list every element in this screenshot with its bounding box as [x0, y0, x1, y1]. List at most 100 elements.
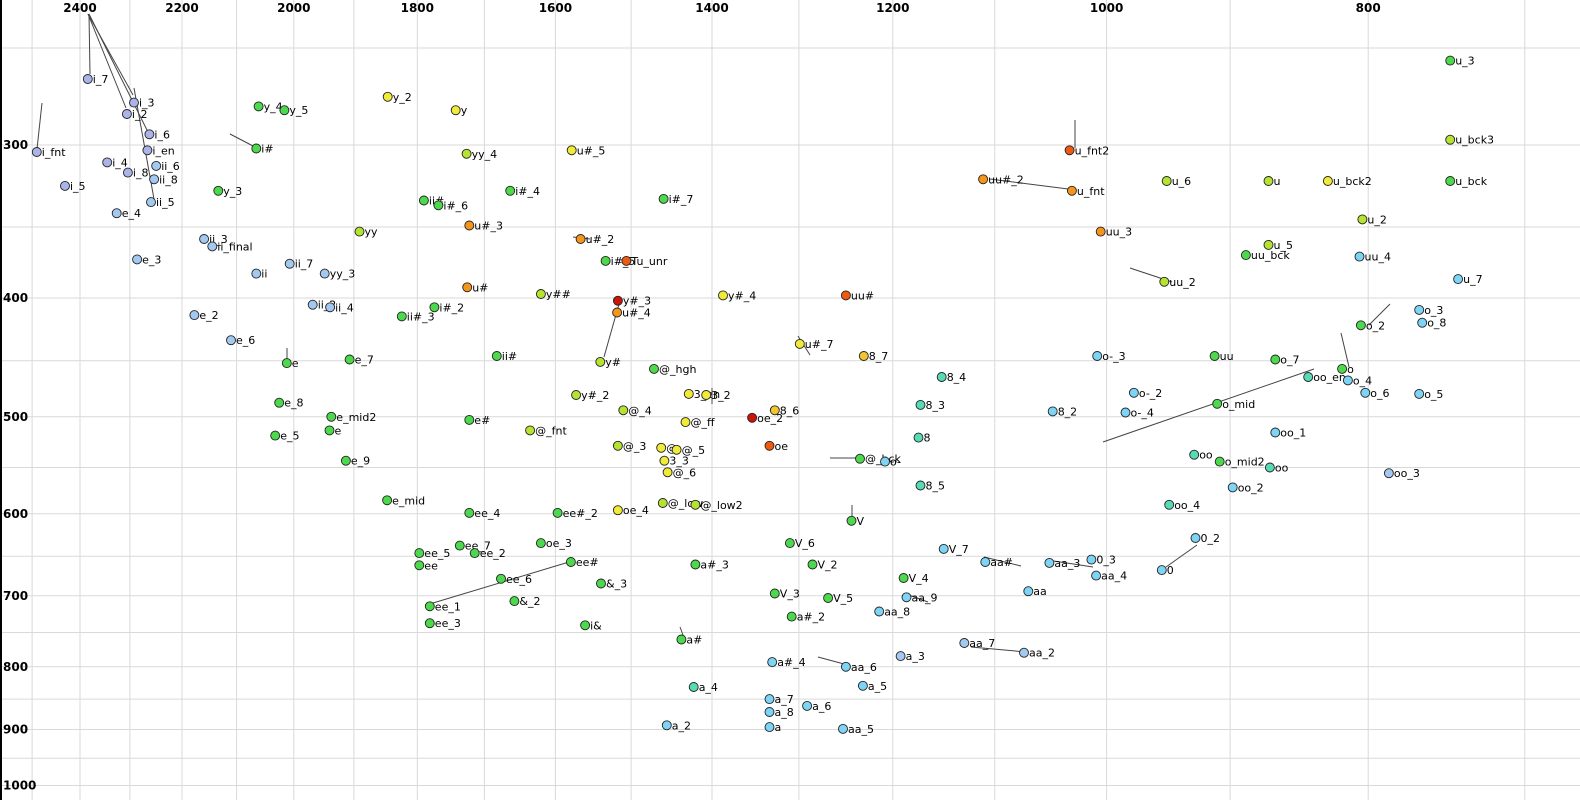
data-point[interactable] — [621, 255, 632, 266]
data-point[interactable] — [319, 268, 330, 279]
data-point[interactable] — [874, 606, 885, 617]
data-point[interactable] — [1086, 554, 1097, 565]
data-point[interactable] — [794, 338, 805, 349]
data-point[interactable] — [840, 290, 851, 301]
data-point[interactable] — [612, 295, 623, 306]
data-point[interactable] — [612, 307, 623, 318]
data-point[interactable] — [1019, 647, 1029, 658]
data-point[interactable] — [1270, 354, 1281, 365]
data-point[interactable] — [270, 430, 281, 441]
data-point[interactable] — [464, 220, 475, 231]
data-point[interactable] — [340, 455, 351, 466]
data-point[interactable] — [1240, 250, 1251, 261]
data-point[interactable] — [1414, 304, 1425, 315]
data-point[interactable] — [121, 109, 132, 119]
data-point[interactable] — [595, 356, 606, 367]
data-point[interactable] — [253, 101, 264, 112]
data-point[interactable] — [1190, 533, 1201, 543]
data-point[interactable] — [1047, 406, 1058, 417]
data-point[interactable] — [747, 412, 758, 423]
data-point[interactable] — [855, 453, 865, 464]
data-point[interactable] — [1023, 586, 1034, 597]
data-point[interactable] — [1064, 145, 1075, 156]
data-point[interactable] — [895, 651, 906, 662]
data-point[interactable] — [226, 335, 236, 346]
data-point[interactable] — [496, 573, 506, 584]
data-point[interactable] — [1095, 226, 1106, 237]
data-point[interactable] — [690, 499, 701, 510]
data-point[interactable] — [662, 467, 673, 478]
data-point[interactable] — [1342, 375, 1353, 386]
data-point[interactable] — [1214, 456, 1225, 467]
data-point[interactable] — [901, 592, 912, 603]
data-point[interactable] — [462, 282, 473, 293]
data-point[interactable] — [913, 432, 924, 443]
data-point[interactable] — [82, 74, 93, 84]
data-point[interactable] — [1303, 372, 1314, 382]
data-point[interactable] — [880, 456, 890, 467]
data-point[interactable] — [433, 200, 444, 211]
data-point[interactable] — [1227, 482, 1238, 493]
data-point[interactable] — [1164, 499, 1175, 510]
data-point[interactable] — [1414, 388, 1425, 399]
data-point[interactable] — [566, 145, 577, 156]
data-point[interactable] — [580, 620, 591, 631]
data-point[interactable] — [324, 425, 335, 436]
data-point[interactable] — [858, 351, 869, 361]
data-point[interactable] — [857, 680, 868, 691]
data-point[interactable] — [767, 657, 778, 668]
data-point[interactable] — [284, 258, 295, 269]
data-point[interactable] — [980, 557, 991, 567]
data-point[interactable] — [571, 390, 582, 400]
data-point[interactable] — [129, 97, 139, 108]
data-point[interactable] — [612, 505, 623, 516]
data-point[interactable] — [807, 559, 818, 570]
data-point[interactable] — [1417, 317, 1428, 328]
data-point[interactable] — [764, 722, 775, 733]
data-point[interactable] — [680, 417, 691, 428]
data-point[interactable] — [213, 185, 224, 196]
data-point[interactable] — [1354, 251, 1365, 262]
data-point[interactable] — [618, 405, 629, 416]
data-point[interactable] — [1263, 176, 1274, 186]
data-point[interactable] — [1357, 214, 1368, 225]
data-point[interactable] — [325, 302, 336, 313]
data-point[interactable] — [764, 707, 775, 717]
data-point[interactable] — [1092, 351, 1103, 361]
data-point[interactable] — [565, 557, 576, 567]
data-point[interactable] — [659, 455, 670, 466]
data-point[interactable] — [1128, 387, 1139, 398]
data-point[interactable] — [1189, 449, 1200, 460]
data-point[interactable] — [1044, 557, 1055, 568]
data-point[interactable] — [769, 405, 780, 416]
data-point[interactable] — [461, 148, 472, 159]
data-point[interactable] — [764, 440, 775, 451]
data-point[interactable] — [326, 411, 337, 422]
data-point[interactable] — [199, 234, 210, 244]
data-point[interactable] — [31, 147, 42, 157]
data-point[interactable] — [1066, 185, 1077, 196]
data-point[interactable] — [823, 593, 834, 603]
data-point[interactable] — [281, 358, 292, 369]
data-point[interactable] — [307, 299, 318, 310]
data-point[interactable] — [1209, 351, 1220, 361]
data-point[interactable] — [1445, 176, 1456, 186]
data-point[interactable] — [596, 578, 606, 589]
data-point[interactable] — [146, 197, 156, 208]
data-point[interactable] — [1453, 274, 1464, 285]
data-point[interactable] — [938, 543, 949, 554]
data-point[interactable] — [454, 540, 465, 551]
data-point[interactable] — [898, 573, 909, 583]
data-point[interactable] — [505, 185, 516, 196]
data-point[interactable] — [915, 399, 926, 410]
data-point[interactable] — [688, 682, 699, 692]
data-point[interactable] — [382, 91, 393, 102]
data-point[interactable] — [1161, 176, 1172, 186]
data-point[interactable] — [718, 290, 728, 301]
data-point[interactable] — [1360, 387, 1371, 398]
data-point[interactable] — [657, 498, 668, 508]
data-point[interactable] — [251, 268, 262, 279]
data-point[interactable] — [575, 234, 586, 244]
data-point[interactable] — [661, 720, 672, 731]
data-point[interactable] — [838, 723, 848, 734]
